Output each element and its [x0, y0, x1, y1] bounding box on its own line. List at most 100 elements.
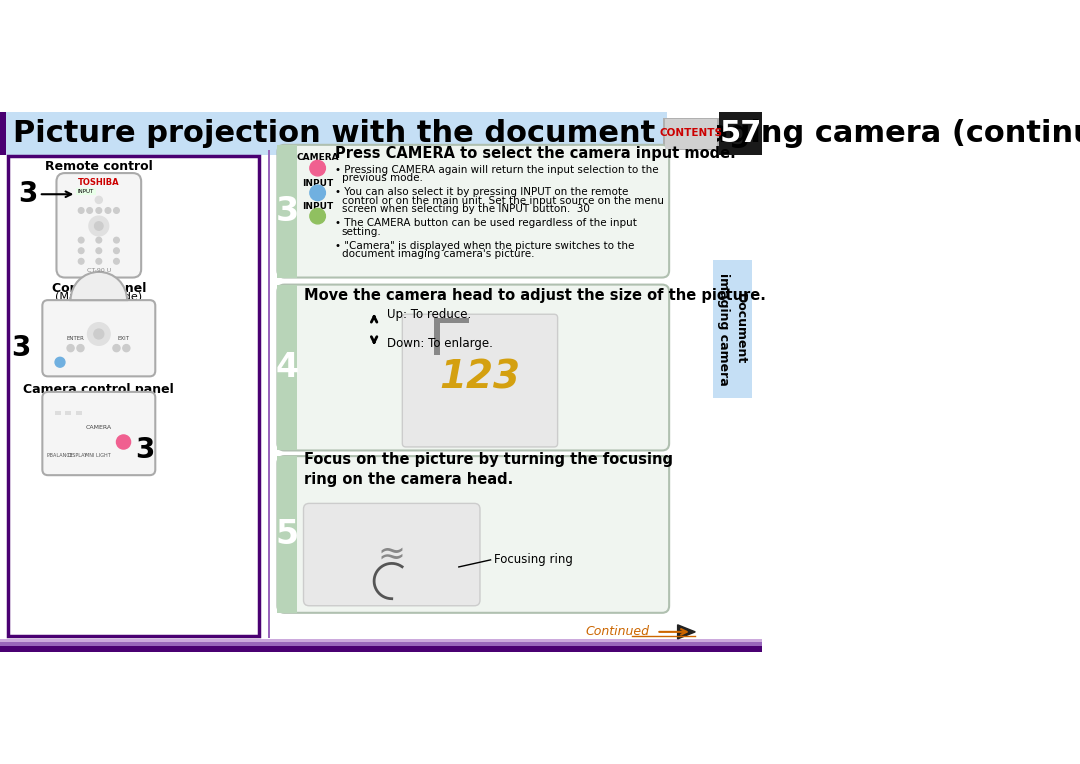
Text: • "Camera" is displayed when the picture switches to the: • "Camera" is displayed when the picture… [335, 241, 635, 251]
Text: Picture projection with the document imaging camera (continued): Picture projection with the document ima… [13, 119, 1080, 148]
Circle shape [95, 196, 103, 203]
Circle shape [113, 238, 119, 243]
Circle shape [95, 222, 103, 230]
Bar [0, 112, 5, 155]
Circle shape [77, 345, 84, 351]
Text: ENTER: ENTER [67, 336, 84, 342]
Bar [0, 642, 762, 646]
Text: MNI LIGHT: MNI LIGHT [84, 453, 110, 458]
Text: Camera control panel: Camera control panel [24, 383, 174, 396]
Circle shape [113, 345, 120, 351]
Wedge shape [70, 272, 127, 300]
Text: Press CAMERA to select the camera input mode.: Press CAMERA to select the camera input … [335, 146, 737, 160]
Circle shape [113, 208, 119, 213]
FancyBboxPatch shape [278, 456, 670, 613]
Circle shape [87, 322, 110, 345]
Text: 5: 5 [275, 518, 299, 551]
Text: CT-90 U: CT-90 U [86, 268, 111, 273]
Circle shape [310, 160, 325, 176]
Bar [9, 156, 259, 636]
Text: (Main unit side): (Main unit side) [55, 292, 143, 302]
Circle shape [123, 345, 130, 351]
Text: CONTENTS: CONTENTS [660, 128, 723, 138]
Circle shape [94, 329, 104, 339]
Text: P.BALANCE: P.BALANCE [46, 453, 73, 458]
Bar [65, 411, 70, 415]
Bar [0, 646, 762, 652]
Text: Document
imaging camera: Document imaging camera [717, 273, 747, 385]
Circle shape [96, 238, 102, 243]
Bar [718, 112, 762, 155]
Circle shape [79, 238, 84, 243]
Text: 3: 3 [12, 334, 31, 362]
Text: 123: 123 [440, 359, 521, 397]
Bar [0, 639, 762, 642]
Text: document imaging camera's picture.: document imaging camera's picture. [341, 249, 535, 259]
Text: screen when selecting by the INPUT button.  30: screen when selecting by the INPUT butto… [341, 204, 590, 214]
Bar [0, 112, 667, 155]
FancyBboxPatch shape [56, 173, 141, 277]
Text: 57: 57 [719, 119, 761, 148]
Bar [434, 320, 440, 355]
FancyBboxPatch shape [278, 285, 670, 451]
Text: Continued: Continued [585, 626, 649, 639]
Circle shape [62, 438, 72, 449]
Circle shape [96, 258, 102, 264]
Circle shape [55, 358, 65, 367]
Circle shape [117, 435, 131, 449]
Circle shape [67, 345, 75, 351]
Text: CAMERA: CAMERA [296, 153, 339, 162]
Text: INPUT: INPUT [302, 179, 334, 188]
Circle shape [113, 248, 119, 254]
Circle shape [310, 185, 325, 201]
Bar [713, 260, 752, 397]
Text: INPUT: INPUT [302, 202, 334, 212]
Text: Move the camera head to adjust the size of the picture.: Move the camera head to adjust the size … [303, 288, 766, 303]
Text: DISPLAY: DISPLAY [68, 453, 87, 458]
Text: ≈: ≈ [378, 538, 406, 571]
Circle shape [79, 208, 84, 213]
Bar [665, 119, 717, 149]
Circle shape [89, 216, 109, 236]
FancyBboxPatch shape [278, 145, 670, 277]
Circle shape [79, 258, 84, 264]
Text: Focusing ring: Focusing ring [494, 553, 573, 566]
Bar [77, 411, 82, 415]
Bar [268, 151, 270, 637]
Bar [278, 145, 297, 277]
Bar [55, 411, 60, 415]
Text: INPUT: INPUT [78, 189, 94, 194]
Circle shape [96, 208, 102, 213]
Text: control or on the main unit. Set the input source on the menu: control or on the main unit. Set the inp… [341, 196, 663, 206]
Text: Remote control: Remote control [45, 160, 152, 173]
Text: 3: 3 [18, 180, 38, 209]
Text: Up: To reduce.: Up: To reduce. [387, 308, 471, 321]
Text: TOSHIBA: TOSHIBA [78, 178, 120, 186]
Bar [77, 188, 96, 195]
Bar [663, 118, 718, 151]
Circle shape [79, 248, 84, 254]
Circle shape [113, 258, 119, 264]
FancyBboxPatch shape [42, 392, 156, 475]
FancyBboxPatch shape [42, 300, 156, 377]
Text: Focus on the picture by turning the focusing
ring on the camera head.: Focus on the picture by turning the focu… [303, 452, 673, 487]
Text: 3: 3 [275, 195, 299, 228]
Text: Down: To enlarge.: Down: To enlarge. [387, 337, 492, 350]
Bar [278, 285, 297, 451]
Text: 4: 4 [275, 351, 299, 384]
Text: EXIT: EXIT [118, 336, 130, 342]
Text: • Pressing CAMERA again will return the input selection to the: • Pressing CAMERA again will return the … [335, 164, 659, 175]
Circle shape [310, 209, 325, 224]
Polygon shape [677, 625, 696, 639]
Circle shape [86, 208, 93, 213]
Text: • You can also select it by pressing INPUT on the remote: • You can also select it by pressing INP… [335, 187, 629, 197]
Text: Control panel: Control panel [52, 282, 146, 295]
Text: • The CAMERA button can be used regardless of the input: • The CAMERA button can be used regardle… [335, 219, 637, 228]
Bar [434, 318, 470, 323]
Circle shape [96, 248, 102, 254]
Bar [278, 456, 297, 613]
Text: 3: 3 [135, 436, 154, 465]
Circle shape [76, 438, 86, 449]
FancyBboxPatch shape [403, 314, 557, 447]
FancyBboxPatch shape [303, 503, 480, 606]
